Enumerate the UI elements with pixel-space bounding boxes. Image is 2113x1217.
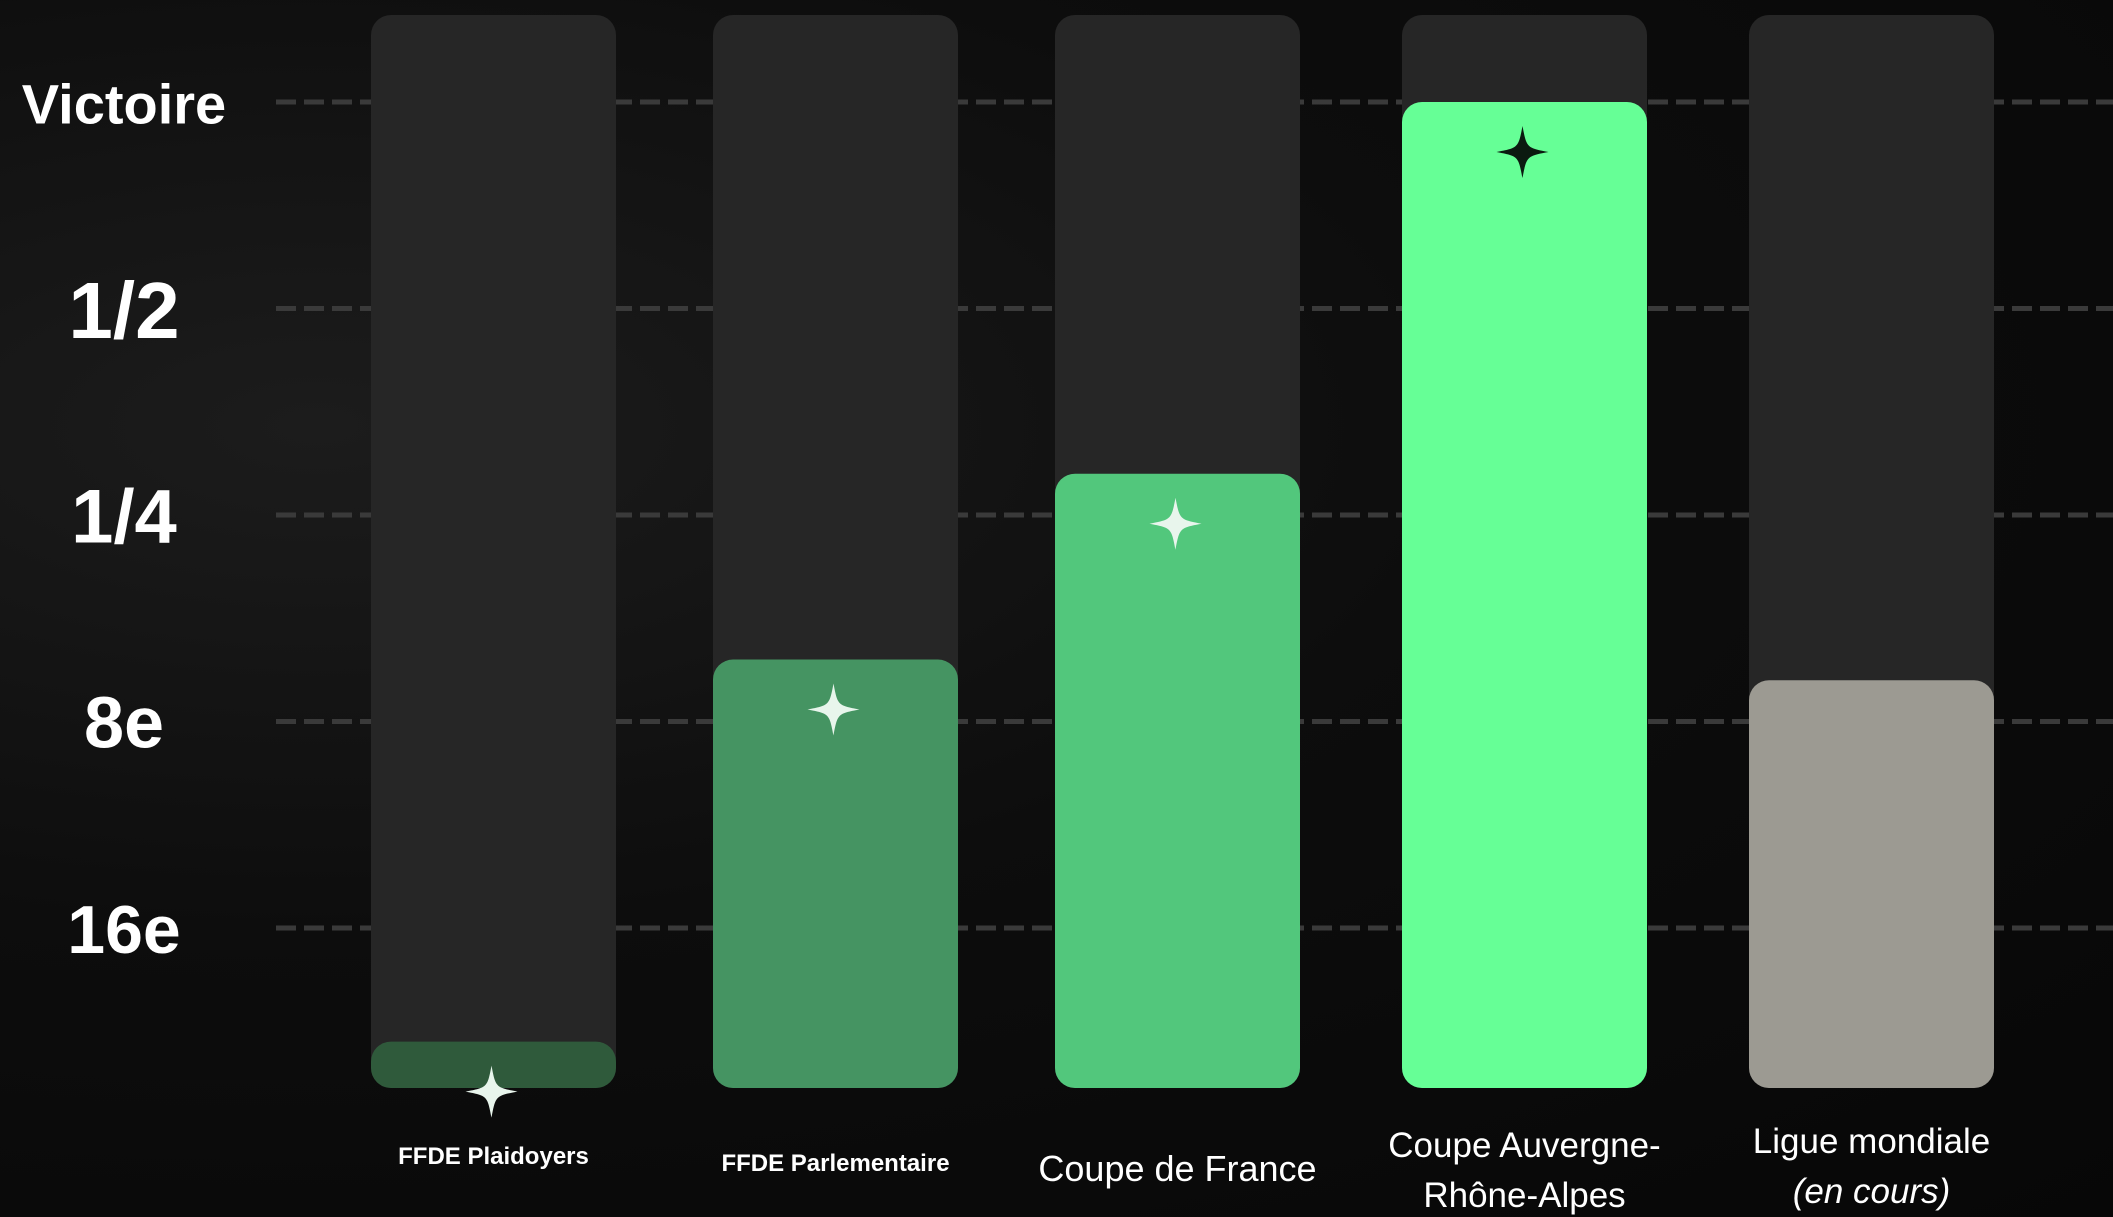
bar <box>1055 473 1300 1088</box>
bars <box>371 15 1994 1118</box>
category-label: Coupe Auvergne- <box>1388 1126 1660 1165</box>
category-label: FFDE Plaidoyers <box>398 1143 589 1170</box>
bar <box>1749 680 1994 1088</box>
y-tick-label: 1/2 <box>68 266 179 355</box>
bar-track <box>371 15 616 1088</box>
category-label: Rhône-Alpes <box>1423 1176 1625 1215</box>
y-tick-label: Victoire <box>22 73 226 136</box>
star-icon <box>807 683 860 736</box>
category-label: Coupe de France <box>1038 1148 1316 1189</box>
y-tick-label: 8e <box>84 684 164 764</box>
bar <box>713 659 958 1088</box>
y-axis-labels: 16e 8e 1/4 1/2 Victoire <box>22 73 226 969</box>
bar <box>1402 102 1647 1088</box>
star-icon <box>1496 126 1549 178</box>
star-icon <box>1149 497 1202 550</box>
star-icon <box>465 1065 518 1118</box>
category-label: Ligue mondiale <box>1753 1122 1990 1161</box>
y-tick-label: 1/4 <box>71 475 177 560</box>
bar <box>371 1041 616 1088</box>
x-axis-labels: FFDE Plaidoyers FFDE Parlementaire Coupe d… <box>398 1122 1990 1215</box>
y-tick-label: 16e <box>67 892 180 968</box>
category-label: (en cours) <box>1793 1172 1951 1211</box>
category-label: FFDE Parlementaire <box>721 1150 949 1177</box>
